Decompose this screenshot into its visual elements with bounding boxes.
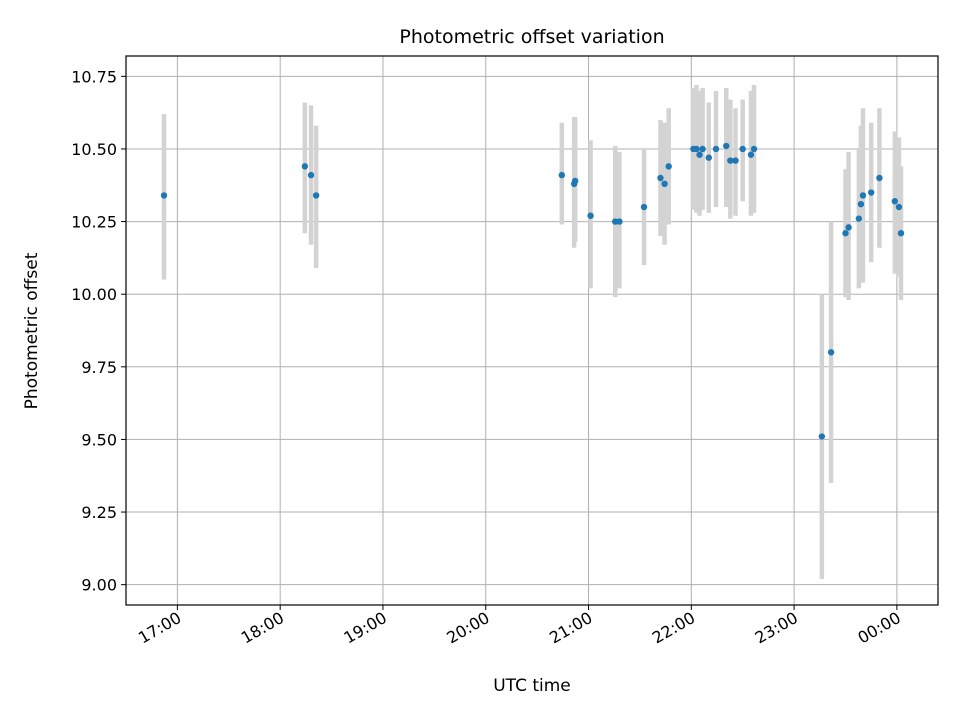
y-axis: 9.00 9.25 9.50 9.75 10.00 10.25 10.50 10.75 bbox=[71, 67, 126, 595]
y-tick-label: 9.50 bbox=[81, 430, 117, 449]
x-tick-label: 20:00 bbox=[443, 608, 492, 648]
data-point bbox=[160, 192, 168, 199]
data-point bbox=[661, 180, 668, 188]
x-tick-label: 19:00 bbox=[341, 608, 390, 648]
data-point bbox=[876, 174, 883, 182]
x-tick-label: 23:00 bbox=[752, 608, 801, 648]
data-point bbox=[558, 171, 566, 179]
data-point bbox=[895, 203, 903, 211]
data-point bbox=[616, 218, 623, 225]
y-axis-label: Photometric offset bbox=[22, 252, 42, 409]
data-point bbox=[747, 151, 755, 158]
chart-title: Photometric offset variation bbox=[399, 26, 664, 48]
y-tick-label: 10.75 bbox=[71, 67, 117, 86]
y-tick-label: 9.75 bbox=[81, 358, 117, 377]
plot-frame bbox=[125, 55, 939, 606]
data-point bbox=[750, 145, 758, 153]
x-tick-label: 00:00 bbox=[854, 608, 903, 648]
data-point bbox=[665, 163, 672, 170]
data-point bbox=[859, 192, 867, 199]
data-point bbox=[307, 171, 315, 179]
data-point bbox=[723, 142, 730, 150]
data-point bbox=[712, 145, 720, 153]
x-tick-label: 22:00 bbox=[649, 608, 698, 648]
data-point bbox=[699, 145, 706, 153]
x-tick-label: 18:00 bbox=[238, 608, 287, 648]
y-tick-label: 10.50 bbox=[71, 140, 117, 159]
data-point bbox=[842, 229, 849, 237]
data-point bbox=[855, 215, 863, 222]
data-point bbox=[732, 157, 739, 164]
x-axis-label: UTC time bbox=[493, 676, 571, 696]
data-point bbox=[312, 192, 320, 199]
errorbars bbox=[161, 85, 904, 579]
data-point bbox=[827, 349, 835, 356]
data-point bbox=[818, 433, 826, 440]
data-point bbox=[705, 154, 712, 161]
data-point bbox=[845, 224, 852, 231]
data-point bbox=[891, 198, 899, 205]
data-point bbox=[301, 163, 309, 170]
data-point bbox=[640, 203, 648, 211]
data-point bbox=[727, 157, 734, 164]
data-point bbox=[587, 212, 594, 219]
y-tick-label: 10.00 bbox=[71, 285, 117, 304]
y-tick-label: 9.00 bbox=[81, 576, 117, 595]
x-tick-label: 17:00 bbox=[135, 608, 184, 648]
data-point bbox=[867, 189, 875, 196]
data-point bbox=[696, 151, 703, 158]
data-point bbox=[571, 177, 579, 185]
data-point bbox=[857, 200, 865, 208]
data-point bbox=[739, 145, 746, 153]
data-points bbox=[160, 142, 905, 440]
data-point bbox=[897, 229, 905, 237]
x-axis: 17:00 18:00 19:00 20:00 21:00 22:00 23:00 00:00 bbox=[135, 605, 904, 648]
y-tick-label: 10.25 bbox=[71, 213, 117, 232]
y-tick-label: 9.25 bbox=[81, 503, 117, 522]
data-point bbox=[693, 145, 700, 153]
x-tick-label: 21:00 bbox=[546, 608, 595, 648]
data-point bbox=[657, 174, 664, 182]
grid bbox=[126, 56, 938, 605]
